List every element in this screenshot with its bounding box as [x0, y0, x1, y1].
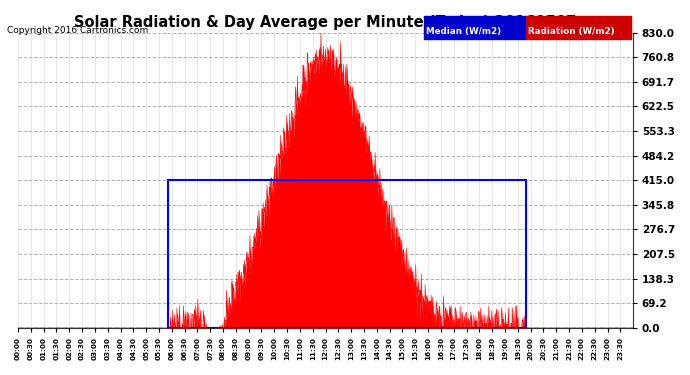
Text: Radiation (W/m2): Radiation (W/m2) [528, 27, 615, 36]
Text: Median (W/m2): Median (W/m2) [426, 27, 501, 36]
Bar [168, 180, 526, 328]
Text: Copyright 2016 Cartronics.com: Copyright 2016 Cartronics.com [7, 26, 148, 35]
Title: Solar Radiation & Day Average per Minute (Today) 20160507: Solar Radiation & Day Average per Minute… [75, 15, 576, 30]
